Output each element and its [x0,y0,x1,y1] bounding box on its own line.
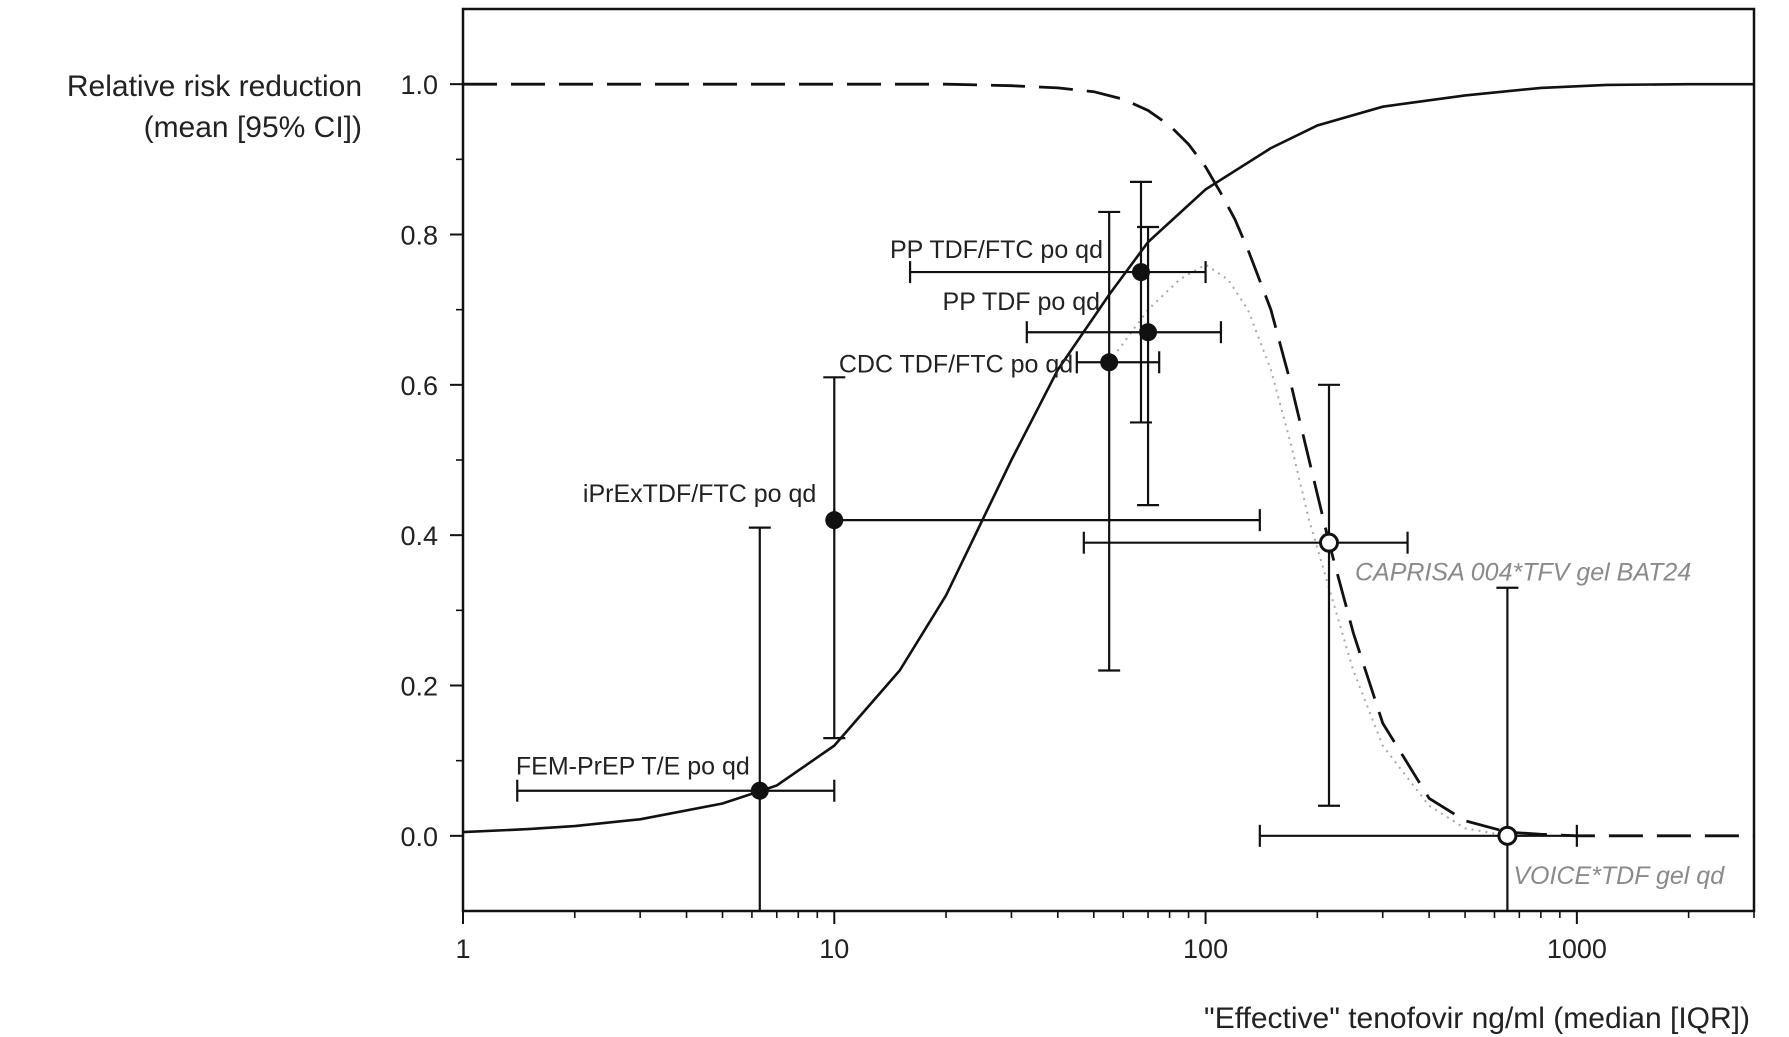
data-point-label: CAPRISA 004*TFV gel BAT24 [1355,559,1691,587]
curve-dotted [1108,263,1508,837]
x-tick-label: 100 [1183,934,1228,964]
data-point-marker [1131,263,1150,282]
y-tick-label: 0.0 [400,822,438,852]
data-point-marker [1100,353,1119,372]
axis-ticks: 1 10 100 1000 0.0 0.2 0.4 0.6 0.8 1.0 [400,70,1755,964]
y-tick-label: 1.0 [400,70,438,100]
data-point-label: PP TDF/FTC po qd [890,236,1103,264]
x-tick-label: 1 [455,934,470,964]
x-tick-label: 1000 [1547,934,1607,964]
y-axis-title-line-2: (mean [95% CI]) [144,111,362,144]
y-tick-label: 0.2 [400,672,438,702]
data-point-group: CDC TDF/FTC po qd [839,210,1161,672]
data-point-label: FEM-PrEP T/E po qd [516,753,750,781]
y-tick-label: 0.8 [400,221,438,251]
data-point-marker [750,781,769,800]
data-point-group: CAPRISA 004*TFV gel BAT24 [1082,383,1691,807]
data-point-marker [825,511,844,530]
x-tick-label: 10 [819,934,849,964]
data-point-marker [1139,323,1158,342]
data-point-group: iPrExTDF/FTC po qd [583,376,1261,740]
data-point-label: iPrExTDF/FTC po qd [583,480,816,508]
y-axis-title-line-1: Relative risk reduction [67,70,362,103]
data-points: FEM-PrEP T/E po qd iPrExTDF/FTC po qd CDC … [516,180,1725,911]
data-point-label: PP TDF po qd [943,288,1101,316]
data-point-group: VOICE*TDF gel qd [1258,586,1725,911]
data-point-label: CDC TDF/FTC po qd [839,350,1073,378]
x-axis-title: "Effective" tenofovir ng/ml (median [IQR… [1204,1002,1750,1035]
data-point-group: PP TDF po qd [943,225,1223,507]
y-tick-label: 0.6 [400,371,438,401]
y-tick-label: 0.4 [400,521,438,551]
data-point-label: VOICE*TDF gel qd [1513,862,1725,890]
data-point-marker [1318,532,1339,553]
data-point-marker [1497,825,1518,846]
data-point-group: FEM-PrEP T/E po qd [516,526,836,911]
data-point-group: PP TDF/FTC po qd [890,180,1207,424]
curve-dashed [463,82,1754,838]
